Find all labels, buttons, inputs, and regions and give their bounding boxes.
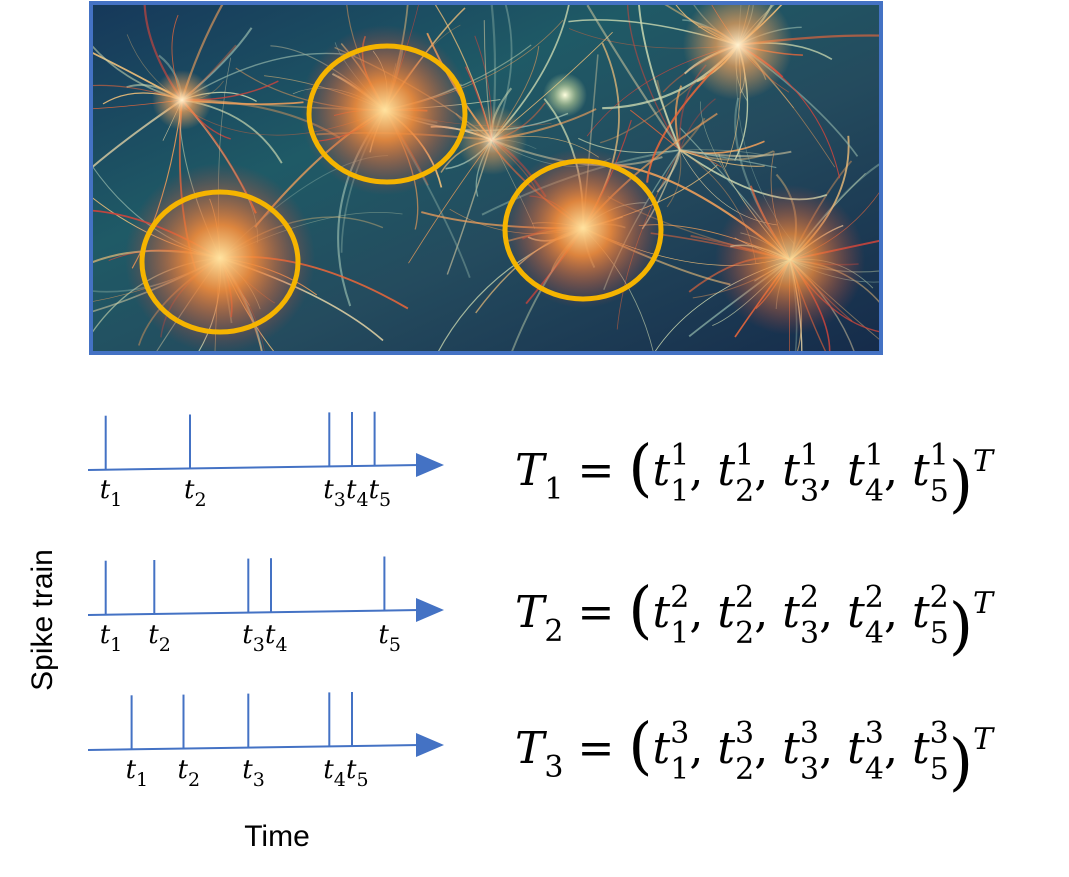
highlight-circle-1 — [139, 189, 301, 335]
highlight-circle-2 — [306, 43, 468, 185]
spike-time-label: t3 — [242, 755, 265, 791]
spike-time-label: t2 — [184, 475, 207, 511]
time-axis — [87, 744, 421, 751]
spike-time-label: t3 — [242, 620, 265, 656]
x-axis-title: Time — [244, 820, 310, 853]
equation-T1: T1 = (t1 1, t1 2, t1 3, t1 4, t1 5)T — [515, 431, 995, 520]
y-axis-title: Spike train — [26, 549, 59, 691]
spike-train-2: t1 t2 t3 t4 t5 — [87, 556, 444, 656]
spike-train-3: t1 t2 t3 t4 t5 — [87, 692, 444, 791]
arrow-head-icon — [416, 598, 444, 622]
arrow-head-icon — [416, 733, 444, 757]
highlight-circle-3 — [502, 158, 664, 302]
neuron-illustration — [89, 1, 883, 355]
image-frame — [89, 1, 883, 355]
spike-time-label: t3 — [323, 475, 346, 511]
equations: T1 = (t1 1, t1 2, t1 3, t1 4, t1 5)T T2 = (t2 1… — [515, 431, 995, 798]
spike-time-label: t1 — [100, 620, 123, 656]
spike-time-label: t1 — [126, 755, 149, 791]
equation-T2: T2 = (t2 1, t2 2, t2 3, t2 4, t2 5)T — [515, 573, 995, 662]
spike-time-label: t2 — [178, 755, 201, 791]
spike-time-label: t4 — [346, 475, 369, 511]
spike-time-label: t4 — [323, 755, 346, 791]
time-axis — [87, 609, 421, 616]
spike-time-label: t2 — [148, 620, 171, 656]
spike-train-1: t1 t2 t3 t4 t5 — [87, 411, 444, 511]
spike-time-label: t1 — [100, 475, 123, 511]
spike-time-label: t5 — [346, 755, 369, 791]
spike-time-label: t4 — [265, 620, 288, 656]
time-axis — [87, 464, 421, 471]
arrow-head-icon — [416, 453, 444, 477]
spike-time-label: t5 — [378, 620, 401, 656]
equation-T3: T3 = (t3 1, t3 2, t3 3, t3 4, t3 5)T — [515, 709, 995, 798]
spike-time-label: t5 — [369, 475, 392, 511]
